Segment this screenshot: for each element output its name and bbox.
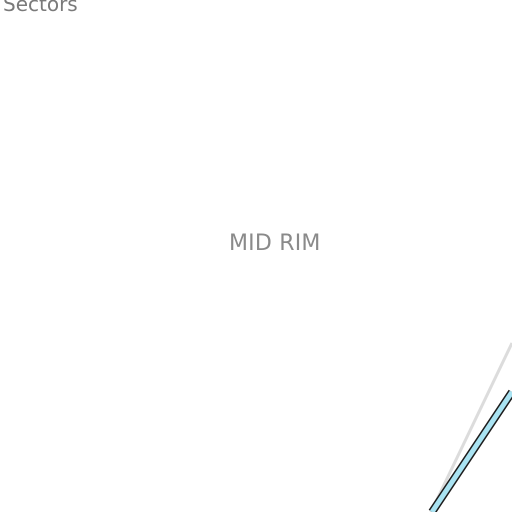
sectors-layer-label: Sectors: [3, 0, 78, 16]
area-label-mid-rim: MID RIM: [229, 231, 321, 256]
trail-line: [429, 342, 512, 512]
route-line[interactable]: [428, 389, 512, 512]
route-fill: [429, 390, 512, 512]
